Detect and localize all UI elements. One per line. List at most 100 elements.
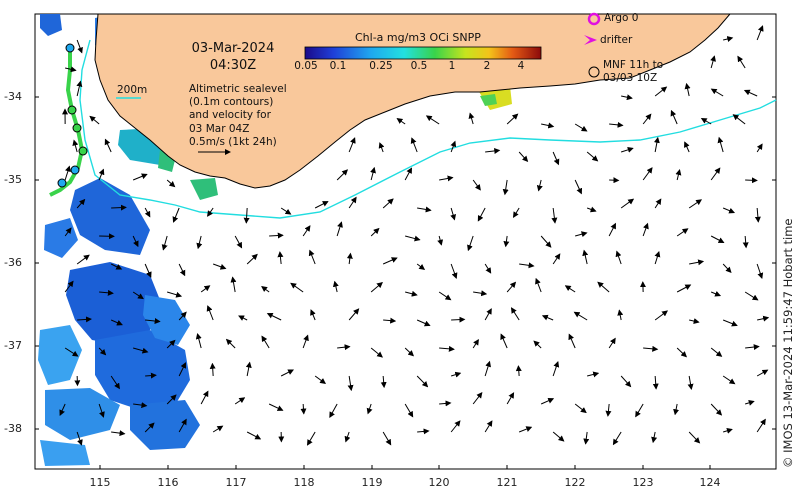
velocity-arrow (234, 397, 246, 405)
velocity-arrow (552, 431, 565, 442)
velocity-arrow (348, 308, 360, 321)
velocity-arrow (416, 319, 431, 327)
velocity-arrow (230, 276, 237, 293)
velocity-arrow (506, 113, 519, 125)
velocity-arrow (710, 167, 721, 181)
velocity-arrow (383, 317, 397, 324)
velocity-arrow (346, 252, 353, 265)
velocity-arrow (382, 198, 394, 209)
velocity-arrow (450, 420, 461, 433)
velocity-arrow (689, 259, 705, 266)
velocity-arrow (723, 427, 733, 434)
velocity-arrow (439, 400, 452, 407)
velocity-arrow (676, 228, 689, 237)
velocity-arrow (710, 403, 723, 416)
velocity-arrow (348, 137, 356, 153)
velocity-arrow (438, 291, 452, 301)
velocity-arrow (370, 227, 380, 237)
colorbar-tick: 1 (448, 60, 456, 72)
velocity-arrow (620, 375, 632, 388)
velocity-arrow (89, 115, 100, 125)
velocity-arrow (110, 319, 123, 326)
velocity-arrow (161, 235, 168, 251)
velocity-arrow (541, 314, 554, 321)
velocity-arrow (209, 362, 216, 377)
velocity-arrow (722, 375, 736, 385)
velocity-arrow (518, 426, 533, 433)
velocity-arrow (64, 227, 72, 237)
velocity-arrow (64, 280, 74, 293)
colorbar-tick: 0.5 (410, 60, 428, 72)
velocity-arrow (675, 169, 682, 181)
velocity-arrow (540, 235, 552, 248)
velocity-arrow (104, 138, 112, 153)
velocity-arrow (575, 231, 588, 238)
velocity-arrow (605, 403, 612, 417)
velocity-arrow (745, 177, 758, 184)
velocity-arrow (348, 196, 357, 209)
velocity-arrow (503, 235, 510, 248)
velocity-arrow (518, 151, 529, 163)
velocity-arrow (502, 179, 509, 196)
velocity-arrow (370, 166, 376, 181)
velocity-arrow (756, 369, 769, 377)
velocity-arrow (314, 201, 329, 209)
velocity-arrow (574, 403, 587, 414)
velocity-arrow (745, 344, 760, 351)
velocity-arrow (246, 431, 262, 440)
velocity-arrow (710, 290, 722, 297)
velocity-arrow (512, 207, 520, 218)
velocity-arrow (378, 142, 385, 153)
velocity-arrow (245, 361, 252, 377)
credit-text: © IMOS 13-Mar-2024 11:59:47 Hobart time (781, 218, 795, 468)
velocity-arrow (757, 315, 770, 322)
x-tick-label: 117 (225, 476, 247, 489)
velocity-arrow (300, 403, 307, 415)
velocity-arrow (200, 390, 209, 405)
velocity-arrow (510, 307, 520, 321)
y-tick-label: -38 (4, 422, 22, 435)
velocity-arrow (166, 179, 176, 188)
velocity-arrow (756, 143, 763, 153)
velocity-arrow (484, 420, 493, 433)
velocity-arrow (76, 198, 86, 209)
velocity-arrow (166, 291, 183, 298)
velocity-arrow (110, 375, 120, 390)
velocity-arrow (612, 431, 622, 446)
x-tick-label: 115 (89, 476, 111, 489)
velocity-arrow (484, 308, 492, 321)
velocity-arrow (574, 179, 583, 195)
velocity-arrow (439, 175, 454, 182)
colorbar-tick: 0.25 (369, 60, 393, 72)
colorbar-tick: 0.05 (294, 60, 318, 72)
y-tick-label: -37 (4, 339, 22, 352)
x-tick-label: 118 (293, 476, 315, 489)
velocity-arrow (405, 235, 421, 242)
velocity-arrow (132, 173, 148, 181)
velocity-arrow (552, 361, 560, 377)
velocity-arrow (676, 347, 688, 358)
velocity-arrow (467, 235, 474, 252)
drifter-arrow-icon (584, 35, 597, 45)
y-tick-label: -36 (4, 256, 22, 269)
velocity-arrow (290, 282, 304, 293)
velocity-arrow (688, 431, 701, 444)
velocity-arrow (609, 121, 624, 128)
velocity-arrow (450, 263, 458, 279)
velocity-arrow (266, 312, 282, 321)
velocity-arrow (195, 333, 202, 349)
velocity-arrow (337, 344, 351, 351)
velocity-arrow (329, 403, 338, 418)
velocity-arrow (133, 402, 148, 409)
velocity-arrow (742, 235, 749, 249)
velocity-arrow (269, 232, 284, 239)
velocity-arrow (76, 39, 83, 54)
velocity-arrow (722, 263, 732, 274)
velocity-arrow (500, 333, 508, 349)
velocity-arrow (308, 249, 316, 265)
velocity-arrow (178, 362, 186, 377)
velocity-arrow (370, 347, 383, 358)
velocity-arrow (583, 431, 590, 445)
depth-200m-contour (79, 39, 777, 219)
